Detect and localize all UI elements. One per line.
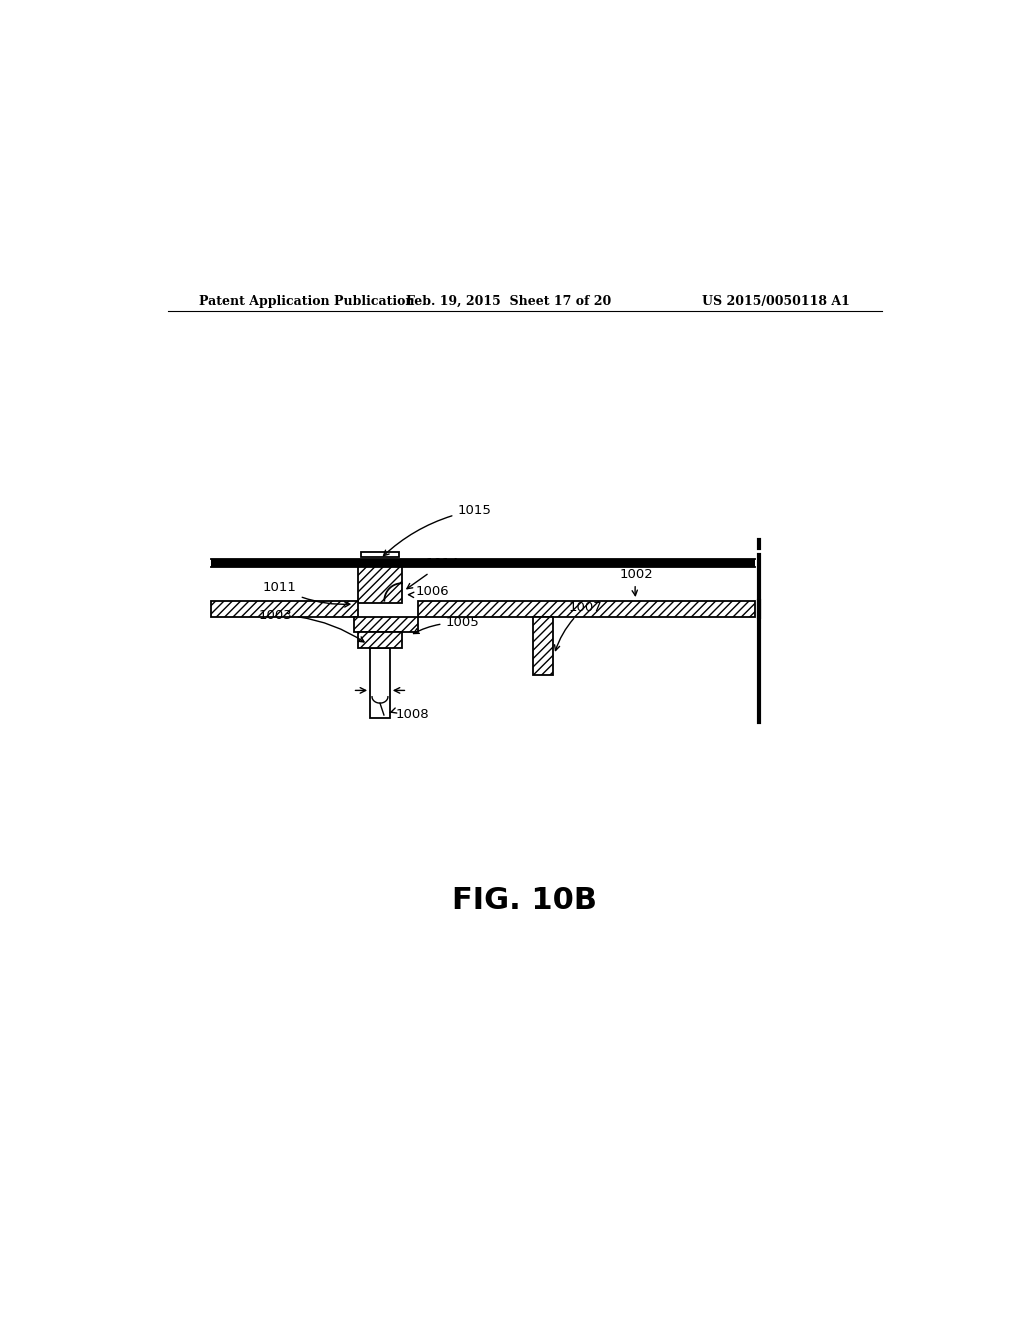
Text: 1003: 1003 (259, 609, 365, 642)
Text: 1005: 1005 (414, 616, 479, 634)
Text: 1015: 1015 (384, 504, 492, 556)
Bar (211, 601, 358, 616)
Text: US 2015/0050118 A1: US 2015/0050118 A1 (702, 296, 850, 308)
Text: Feb. 19, 2015  Sheet 17 of 20: Feb. 19, 2015 Sheet 17 of 20 (407, 296, 611, 308)
Bar (532, 616, 553, 675)
Text: 1008: 1008 (390, 708, 429, 721)
Bar (418, 601, 755, 616)
Text: 1006: 1006 (409, 585, 449, 598)
Text: 1014: 1014 (407, 557, 460, 589)
Text: FIG. 10B: FIG. 10B (453, 886, 597, 915)
Bar (370, 648, 390, 718)
Text: 1011: 1011 (263, 581, 350, 607)
Text: 1002: 1002 (620, 568, 653, 595)
Bar (358, 632, 401, 648)
Bar (354, 616, 418, 632)
Text: Patent Application Publication: Patent Application Publication (200, 296, 415, 308)
Bar (358, 568, 401, 603)
Bar (360, 552, 399, 557)
Text: 1007: 1007 (555, 601, 602, 651)
Bar (211, 560, 755, 568)
